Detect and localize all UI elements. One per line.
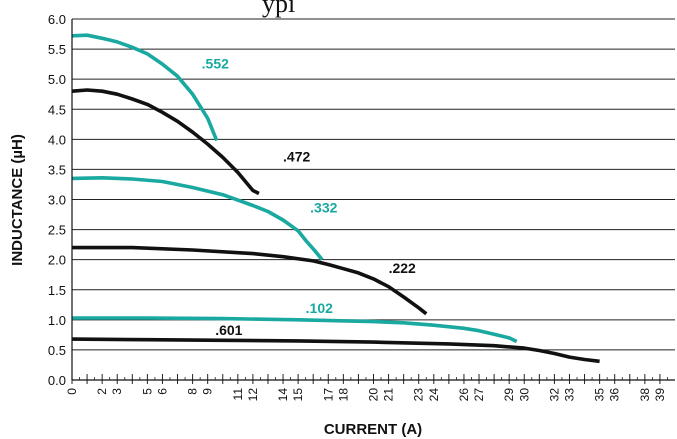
y-tick-label: 2.5 <box>48 223 66 238</box>
series-label-601: .601 <box>215 322 242 338</box>
y-tick-label: 3.5 <box>48 162 66 177</box>
x-tick-label: 2 <box>95 388 109 395</box>
x-tick-label: 11 <box>231 388 245 401</box>
y-axis-title: INDUCTANCE (µH) <box>9 134 26 266</box>
y-tick-label: 4.5 <box>48 102 66 117</box>
x-tick-label: 6 <box>155 388 169 395</box>
x-tick-label: 15 <box>291 388 305 402</box>
series-lines <box>71 33 600 364</box>
cropped-title-text: ypi <box>262 0 295 18</box>
x-tick-label: 8 <box>186 388 200 395</box>
x-tick-label: 32 <box>547 388 561 402</box>
y-tick-label: 1.0 <box>48 313 66 328</box>
series-label-332: .332 <box>310 200 337 216</box>
x-axis-title: CURRENT (A) <box>324 421 422 438</box>
y-tick-labels: 0.0 0.5 1.0 1.5 2.0 2.5 3.0 3.5 4.0 4.5 5.0 5.5 6.0 <box>48 12 66 388</box>
x-tick-label: 14 <box>276 388 290 402</box>
series-label-102: .102 <box>306 300 333 316</box>
series-label-552: .552 <box>202 55 229 71</box>
x-tick-label: 0 <box>65 388 79 395</box>
x-tick-label: 26 <box>457 388 471 402</box>
x-tick-labels: 0 2 3 5 6 8 9 11 12 14 15 17 18 20 21 23 24 26 27 29 30 32 33 3… <box>65 388 667 402</box>
y-tick-label: 1.5 <box>48 283 66 298</box>
y-tick-label: 5.0 <box>48 72 66 87</box>
x-tick-label: 36 <box>608 388 622 402</box>
x-tick-label: 20 <box>367 388 381 402</box>
y-tick-label: 4.0 <box>48 132 66 147</box>
series-labels: .552 .472 .332 .222 .102 .601 <box>202 55 416 338</box>
series-line-332 <box>71 176 324 261</box>
x-minor-ticks <box>71 374 668 384</box>
x-tick-label: 21 <box>382 388 396 402</box>
x-tick-label: 30 <box>517 388 531 402</box>
x-tick-label: 33 <box>562 388 576 402</box>
x-tick-label: 24 <box>427 388 441 402</box>
y-tick-label: 6.0 <box>48 12 66 27</box>
x-tick-label: 39 <box>653 388 667 402</box>
x-tick-label: 18 <box>336 388 350 402</box>
y-tick-label: 2.0 <box>48 253 66 268</box>
x-tick-label: 17 <box>321 388 335 402</box>
y-tick-label: 0.5 <box>48 343 66 358</box>
series-line-472 <box>71 88 260 196</box>
y-tick-label: 3.0 <box>48 193 66 208</box>
x-tick-label: 29 <box>502 388 516 402</box>
x-tick-label: 27 <box>472 388 486 402</box>
x-tick-label: 23 <box>412 388 426 402</box>
series-line-102 <box>72 316 518 344</box>
x-tick-label: 12 <box>246 388 260 402</box>
x-tick-label: 35 <box>593 388 607 402</box>
y-tick-label: 0.0 <box>48 373 66 388</box>
y-tick-label: 5.5 <box>48 42 66 57</box>
series-label-472: .472 <box>283 149 310 165</box>
series-label-222: .222 <box>389 260 416 276</box>
x-tick-label: 9 <box>201 388 215 395</box>
x-tick-label: 3 <box>110 388 124 395</box>
cropped-title: ypi <box>262 0 295 18</box>
x-tick-label: 5 <box>140 388 154 395</box>
series-line-601 <box>71 337 600 364</box>
series-line-552 <box>71 33 219 142</box>
x-tick-label: 38 <box>638 388 652 402</box>
series-line-222 <box>72 245 428 316</box>
